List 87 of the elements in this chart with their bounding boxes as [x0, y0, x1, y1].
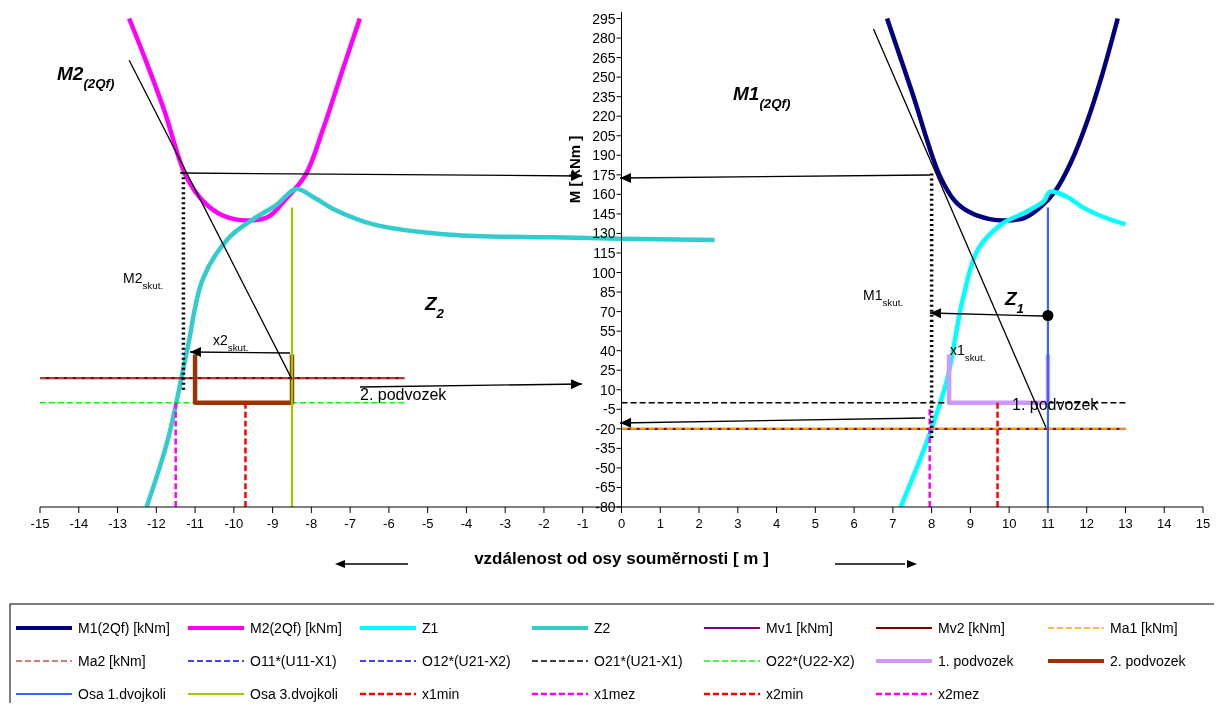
- x-tick-label: 6: [850, 516, 858, 531]
- x-tick-label: 0: [617, 516, 626, 531]
- legend-label: 1. podvozek: [938, 653, 1015, 669]
- x-tick-label: 9: [966, 516, 975, 531]
- legend-label: x1mez: [594, 686, 636, 702]
- legend-label: O12*(U21-X2): [422, 653, 511, 669]
- y-tick-label: -50: [595, 459, 616, 476]
- y-tick-label: 145: [592, 205, 616, 222]
- y-tick-label: 160: [592, 186, 616, 203]
- y-tick-label: -65: [595, 479, 616, 496]
- y-tick-label: -20: [595, 420, 616, 437]
- y-tick-label: 115: [593, 244, 616, 261]
- x-tick-label: -7: [344, 516, 356, 531]
- y-tick-label: 265: [592, 49, 616, 66]
- y-tick-label: 85: [599, 284, 616, 301]
- y-tick-label: 295: [592, 10, 616, 27]
- x-tick-label: 3: [734, 516, 742, 531]
- x-tick-label: -2: [538, 516, 550, 531]
- x-tick-label: 8: [928, 516, 936, 531]
- legend-label: O11*(U11-X1): [250, 653, 337, 669]
- y-tick-label: 250: [592, 69, 616, 86]
- annotation: Z$_{2}$: [424, 293, 445, 321]
- annotation: M2$_{skut.}$: [123, 270, 164, 291]
- x-tick-label: -6: [383, 516, 395, 531]
- x-tick-label: -4: [460, 516, 473, 531]
- legend-label: Mv1 [kNm]: [766, 620, 833, 636]
- x-tick-label: 14: [1157, 516, 1172, 531]
- y-tick-label: 100: [592, 264, 616, 281]
- legend-label: O21*(U21-X1): [594, 653, 683, 669]
- y-tick-label: 70: [599, 303, 616, 320]
- y-tick-label: -35: [595, 440, 616, 457]
- x-tick-label: -1: [576, 516, 589, 531]
- x-tick-label: -8: [305, 516, 318, 531]
- legend-label: x2min: [766, 686, 804, 702]
- y-tick-label: 10: [599, 381, 616, 398]
- legend-label: M1(2Qf) [kNm]: [78, 620, 170, 636]
- y-tick-label: 190: [592, 147, 616, 164]
- y-tick-label: 220: [592, 108, 616, 125]
- x-tick-label: 7: [889, 516, 897, 531]
- legend-label: O22*(U22-X2): [766, 653, 855, 669]
- legend-label: 2. podvozek: [1110, 653, 1187, 669]
- x-tick-label: 4: [772, 516, 781, 531]
- legend-label: Ma2 [kNm]: [78, 653, 146, 669]
- x-tick-label: 12: [1079, 516, 1094, 531]
- line-series: [126, 16, 363, 223]
- x-tick-label: 5: [811, 516, 819, 531]
- x-axis-title: vzdálenost od osy souměrnosti [ m ]: [474, 549, 769, 568]
- x-tick-label: -14: [69, 516, 89, 531]
- x-tick-label: 10: [1001, 516, 1017, 531]
- x-tick-label: 1: [656, 516, 664, 531]
- y-tick-label: 55: [599, 323, 616, 340]
- y-tick-label: 40: [599, 342, 616, 359]
- x-tick-label: 15: [1195, 516, 1211, 531]
- x-tick-label: -12: [146, 516, 166, 531]
- annotation: 2. podvozek: [360, 386, 448, 403]
- x-tick-label: -5: [421, 516, 434, 531]
- y-tick-label: -5: [603, 401, 616, 418]
- x-tick-label: -11: [186, 516, 204, 531]
- y-tick-label: 25: [599, 362, 616, 379]
- legend-label: M2(2Qf) [kNm]: [250, 620, 342, 636]
- y-tick-label: 175: [592, 166, 616, 183]
- line-series: [884, 16, 1120, 223]
- x-tick-label: -3: [499, 516, 511, 531]
- annotation: Z$_{1}$: [1004, 288, 1025, 316]
- x-tick-label: -13: [108, 516, 127, 531]
- annotation: x2$_{skut.}$: [213, 332, 249, 353]
- x-tick-label: 2: [695, 516, 703, 531]
- x-tick-label: -15: [30, 516, 50, 531]
- annotation: M1$_{skut.}$: [863, 287, 904, 308]
- legend-label: x2mez: [938, 686, 980, 702]
- y-tick-label: 205: [592, 127, 616, 144]
- legend-label: Z1: [422, 620, 439, 636]
- y-tick-label: 280: [592, 30, 616, 47]
- y-tick-label: -80: [595, 499, 616, 515]
- annotation: M2$_{(2Qf)}$: [57, 63, 115, 91]
- legend-label: Osa 3.dvojkoli: [250, 686, 338, 702]
- x-tick-label: 11: [1041, 516, 1055, 531]
- x-tick-label: -10: [224, 516, 244, 531]
- legend-label: Osa 1.dvojkoli: [78, 686, 166, 702]
- legend-label: x1min: [422, 686, 460, 702]
- annotation: M1$_{(2Qf)}$: [733, 83, 791, 111]
- legend-label: Mv2 [kNm]: [938, 620, 1005, 636]
- y-tick-label: 235: [592, 88, 616, 105]
- legend-label: Z2: [594, 620, 611, 636]
- x-tick-label: -9: [266, 516, 279, 531]
- x-tick-label: 13: [1118, 516, 1133, 531]
- legend-label: Ma1 [kNm]: [1110, 620, 1178, 636]
